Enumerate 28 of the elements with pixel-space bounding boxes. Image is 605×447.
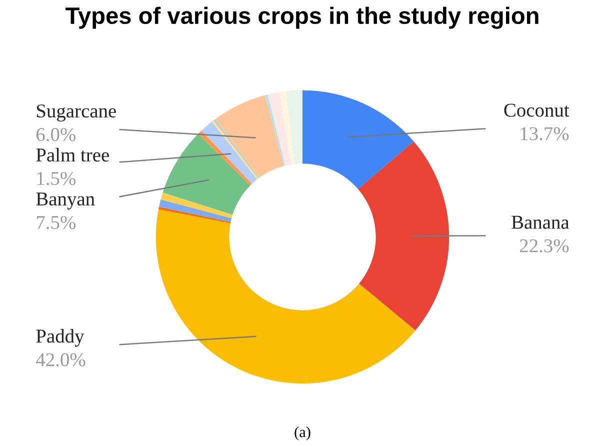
donut-slice [216, 95, 284, 178]
donut-slice [302, 90, 414, 190]
donut-slice [280, 91, 294, 165]
donut-slice [160, 192, 233, 218]
donut-slice [265, 94, 286, 166]
slice-label: Sugarcane [36, 104, 116, 122]
data-label: 42.0% [36, 353, 86, 366]
data-label: 7.5% [36, 216, 76, 230]
slice-label: Banana [512, 216, 570, 229]
data-label: 1.5% [37, 172, 76, 186]
donut-slice [158, 206, 231, 224]
donut-slice [198, 130, 252, 186]
donut-slice [159, 200, 232, 222]
slice-label: Banyan [36, 192, 95, 210]
data-label: 22.3% [520, 239, 569, 252]
slice-label: Palm tree [36, 148, 109, 162]
chart-title: Types of various crops in the study region [66, 6, 538, 29]
donut-slice [156, 209, 416, 384]
donut-slice [201, 122, 258, 184]
donut-slice [268, 92, 292, 166]
slice-label: Paddy [36, 329, 84, 347]
slice-label: Coconut [504, 104, 570, 117]
data-label: 6.0% [36, 128, 76, 142]
donut-slice [162, 134, 250, 215]
donut-slice [358, 141, 450, 330]
data-label: 13.7% [520, 127, 569, 140]
donut-slice [286, 90, 302, 164]
text: (a) [294, 426, 310, 440]
